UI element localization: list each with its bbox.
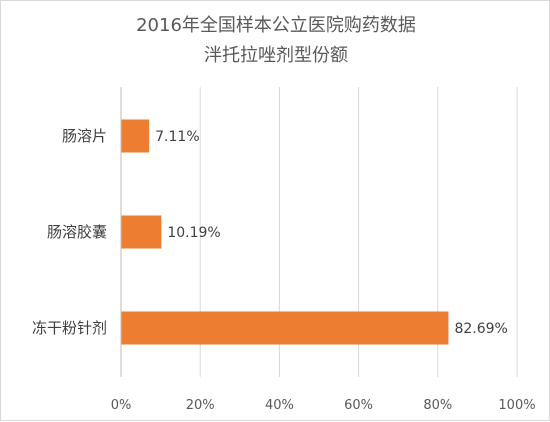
category-label: 肠溶胶囊 bbox=[47, 223, 107, 241]
category-label: 冻干粉针剂 bbox=[32, 319, 107, 337]
data-label: 7.11% bbox=[155, 129, 199, 145]
chart-subtitle: 泮托拉唑剂型份额 bbox=[204, 45, 348, 66]
x-tick-label: 100% bbox=[498, 398, 535, 413]
bars bbox=[121, 119, 449, 345]
chart-title: 2016年全国样本公立医院购药数据 bbox=[136, 15, 416, 36]
x-tick-label: 20% bbox=[186, 398, 215, 413]
x-tick-label: 40% bbox=[265, 398, 294, 413]
data-label: 82.69% bbox=[454, 321, 507, 337]
bar bbox=[121, 119, 150, 153]
data-label: 10.19% bbox=[167, 225, 220, 241]
bar bbox=[121, 311, 449, 345]
x-tick-label: 0% bbox=[111, 398, 132, 413]
labels: 0% 20% 40% 60% 80% 100% 肠溶片 7.11% 肠溶胶囊 10.19% 冻干粉针… bbox=[32, 127, 536, 413]
x-tick-label: 80% bbox=[423, 398, 452, 413]
category-label: 肠溶片 bbox=[62, 127, 107, 145]
x-tick-label: 60% bbox=[344, 398, 373, 413]
bar bbox=[121, 215, 162, 249]
